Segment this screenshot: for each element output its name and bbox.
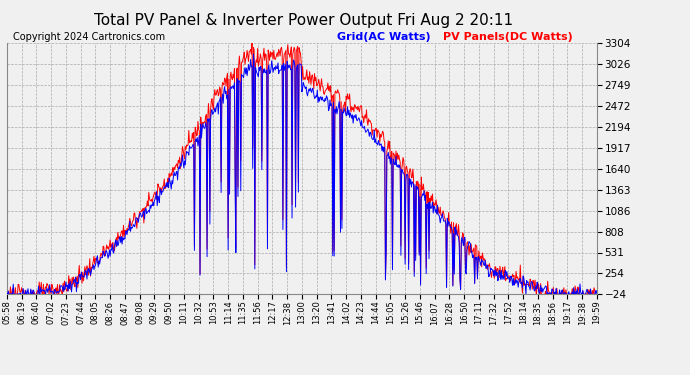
Text: Copyright 2024 Cartronics.com: Copyright 2024 Cartronics.com [13, 32, 165, 42]
Text: PV Panels(DC Watts): PV Panels(DC Watts) [444, 32, 573, 42]
Text: Grid(AC Watts): Grid(AC Watts) [337, 32, 431, 42]
Text: Total PV Panel & Inverter Power Output Fri Aug 2 20:11: Total PV Panel & Inverter Power Output F… [94, 13, 513, 28]
